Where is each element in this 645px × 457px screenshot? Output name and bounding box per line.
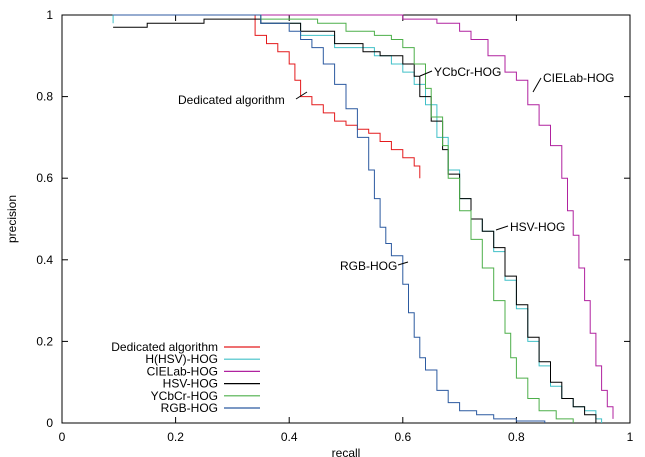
- annotation-leader-dedicated-algorithm: [295, 91, 308, 100]
- legend: Dedicated algorithmH(HSV)-HOGCIELab-HOGH…: [111, 340, 260, 415]
- x-tick-label: 0.4: [281, 430, 298, 444]
- series-line-ycbcr-hog: [175, 14, 574, 423]
- annotation-ycbcr-hog: YCbCr-HOG: [434, 65, 501, 79]
- y-tick-label: 0.2: [36, 334, 53, 348]
- annotation-leader-rgb-hog: [397, 261, 409, 266]
- annotation-rgb-hog: RGB-HOG: [340, 259, 397, 273]
- series-lines: [112, 14, 614, 423]
- series-line-dedicated-algorithm: [249, 14, 421, 179]
- y-tick-label: 0: [46, 416, 53, 430]
- annotations: Dedicated algorithm YCbCr-HOG CIELab-HOG HS…: [178, 65, 614, 273]
- x-tick-label: 0.2: [167, 430, 184, 444]
- annotation-hsv-hog: HSV-HOG: [510, 220, 565, 234]
- legend-label-hsv-hog: HSV-HOG: [163, 377, 218, 391]
- x-tick-label: 0.8: [508, 430, 525, 444]
- x-axis-label: recall: [332, 446, 361, 457]
- annotation-dedicated-algorithm: Dedicated algorithm: [178, 93, 285, 107]
- legend-label-rgb-hog: RGB-HOG: [161, 401, 218, 415]
- annotation-leader-cielab-hog: [532, 77, 542, 93]
- annotation-leader-hsv-hog: [495, 225, 509, 231]
- legend-label-h-hsv-hog: H(HSV)-HOG: [145, 352, 218, 366]
- y-tick-label: 0.8: [36, 90, 53, 104]
- annotation-cielab-hog: CIELab-HOG: [543, 71, 614, 85]
- x-tick-label: 0: [59, 430, 66, 444]
- y-tick-label: 0.4: [36, 253, 53, 267]
- x-tick-label: 0.6: [394, 430, 411, 444]
- y-tick-label: 0.6: [36, 171, 53, 185]
- annotation-leader-ycbcr-hog: [419, 70, 433, 77]
- x-tick-label: 1: [627, 430, 634, 444]
- y-tick-label: 1: [46, 8, 53, 22]
- series-line-rgb-hog: [113, 14, 546, 423]
- legend-label-dedicated-algorithm: Dedicated algorithm: [111, 340, 218, 354]
- series-line-cielab-hog: [175, 14, 614, 419]
- legend-label-ycbcr-hog: YCbCr-HOG: [151, 389, 218, 403]
- y-axis-label: precision: [5, 195, 19, 243]
- legend-label-cielab-hog: CIELab-HOG: [147, 364, 218, 378]
